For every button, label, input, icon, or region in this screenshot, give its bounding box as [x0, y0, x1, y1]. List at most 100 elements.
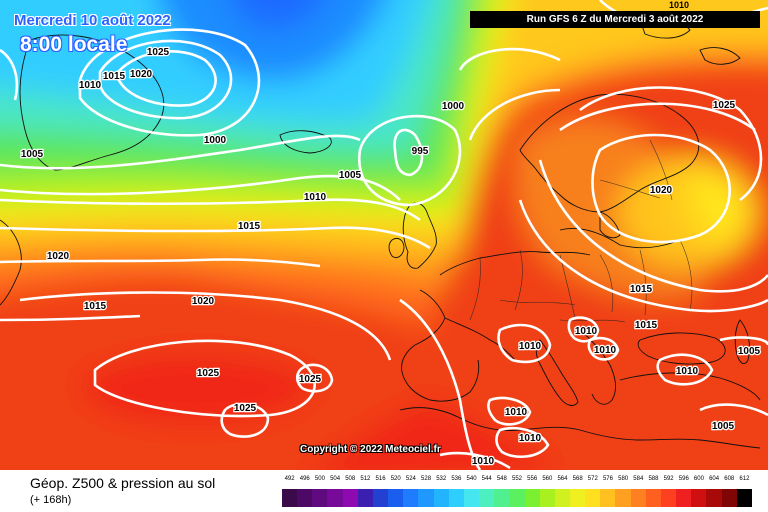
- scale-label: 512: [360, 476, 371, 482]
- scale-swatch: [372, 489, 389, 507]
- scale-label: 544: [481, 476, 492, 482]
- scale-label: 496: [299, 476, 310, 482]
- isobar-label: 1005: [712, 421, 735, 432]
- scale-swatch: [418, 489, 434, 507]
- isobar-labels: 1025102010151010100510001000995100510101…: [20, 46, 762, 469]
- isobar-label: 995: [412, 146, 429, 157]
- scale-label: 580: [618, 476, 629, 482]
- borders: [469, 139, 693, 323]
- scale-swatch: [448, 489, 464, 507]
- isobar-label: 1000: [442, 101, 465, 112]
- isobar-label: 1015: [630, 284, 653, 295]
- scale-swatch: [463, 489, 480, 507]
- isobar-label: 1005: [339, 170, 362, 181]
- scale-label: 508: [345, 476, 356, 482]
- scale-label: 520: [390, 476, 401, 482]
- scale-label: 536: [451, 476, 462, 482]
- scale-swatch: [645, 489, 661, 507]
- isobar-label: 1010: [519, 341, 542, 352]
- isobar-label: 1025: [713, 100, 736, 111]
- isobar-label: 1020: [47, 251, 70, 262]
- scale-label: 532: [436, 476, 447, 482]
- isobar-label: 1020: [650, 185, 673, 196]
- scale-swatch: [342, 489, 358, 507]
- scale-swatch: [554, 489, 570, 507]
- isobar-label: 1015: [103, 71, 126, 82]
- scale-label: 584: [633, 476, 644, 482]
- legend-footer: Géop. Z500 & pression au sol (+ 168h) 49…: [0, 470, 768, 512]
- forecast-range: (+ 168h): [30, 494, 72, 506]
- scale-swatch: [615, 489, 631, 507]
- isobar-label: 1010: [594, 345, 617, 356]
- scale-label: 576: [602, 476, 613, 482]
- map-title: Géop. Z500 & pression au sol: [30, 475, 216, 491]
- scale-label: 564: [557, 476, 568, 482]
- scale-label: 552: [512, 476, 523, 482]
- isobar-label: 1010: [304, 192, 327, 203]
- isobar-label: 1005: [21, 149, 44, 160]
- scale-swatch: [630, 489, 646, 507]
- scale-swatch: [297, 489, 313, 507]
- scale-label: 596: [678, 476, 689, 482]
- scale-swatch: [585, 489, 601, 507]
- scale-label: 612: [739, 476, 750, 482]
- color-scale-bar: [282, 489, 752, 507]
- forecast-date: Mercredi 10 août 2022: [14, 12, 171, 29]
- scale-swatch: [282, 489, 298, 507]
- copyright-notice: Copyright © 2022 Meteociel.fr: [300, 444, 441, 455]
- color-scale-labels: 492 496 500 504 508 512 516 520 524 528 532 536 540 5…: [282, 476, 752, 486]
- isobar-label: 1025: [234, 403, 257, 414]
- scale-swatch: [312, 489, 328, 507]
- scale-swatch: [691, 489, 707, 507]
- isobar-label: 1015: [84, 301, 107, 312]
- isobar-label: 1010: [472, 456, 495, 467]
- scale-swatch: [403, 489, 419, 507]
- isobar-label: 1005: [738, 346, 761, 357]
- isobar-label: 1025: [197, 368, 220, 379]
- isobar-label: 1010: [669, 0, 690, 10]
- scale-swatch: [539, 489, 555, 507]
- isobar-label: 1020: [192, 296, 215, 307]
- scale-swatch: [479, 489, 495, 507]
- isobar-label: 1010: [79, 80, 102, 91]
- isobar-label: 1025: [147, 47, 170, 58]
- isobar-label: 1000: [204, 135, 227, 146]
- scale-label: 600: [693, 476, 704, 482]
- scale-label: 556: [527, 476, 538, 482]
- scale-swatch: [706, 489, 722, 507]
- isobar-label: 1010: [575, 326, 598, 337]
- scale-label: 588: [648, 476, 659, 482]
- map-canvas: 1025102010151010100510001000995100510101…: [0, 0, 768, 470]
- scale-label: 592: [663, 476, 674, 482]
- scale-swatch: [388, 489, 404, 507]
- isobar-label: 1025: [299, 374, 322, 385]
- geopotential-field: [0, 0, 768, 470]
- weather-map: 1025 1020 1015 1010 1005 1000 1000 995 1005 1010 1…: [0, 0, 768, 470]
- scale-label: 504: [330, 476, 341, 482]
- forecast-time: 8:00 locale: [20, 33, 128, 56]
- isobar-label: 1010: [519, 433, 542, 444]
- isobar-label: 1010: [676, 366, 699, 377]
- scale-label: 500: [314, 476, 325, 482]
- scale-swatch: [357, 489, 373, 507]
- isobar-label: 1020: [130, 69, 153, 80]
- scale-label: 548: [496, 476, 507, 482]
- scale-swatch: [736, 489, 752, 507]
- scale-swatch: [509, 489, 525, 507]
- isobar-label: 1010: [505, 407, 528, 418]
- scale-swatch: [676, 489, 692, 507]
- scale-label: 524: [405, 476, 416, 482]
- scale-swatch: [433, 489, 449, 507]
- scale-label: 492: [284, 476, 295, 482]
- scale-swatch: [600, 489, 616, 507]
- scale-label: 572: [587, 476, 598, 482]
- scale-label: 528: [421, 476, 432, 482]
- model-run-banner: Run GFS 6 Z du Mercredi 3 août 2022: [470, 11, 760, 28]
- scale-label: 608: [724, 476, 735, 482]
- scale-label: 540: [466, 476, 477, 482]
- scale-swatch: [569, 489, 586, 507]
- scale-label: 568: [572, 476, 583, 482]
- scale-label: 560: [542, 476, 553, 482]
- isobar-label: 1015: [238, 221, 261, 232]
- scale-swatch: [524, 489, 540, 507]
